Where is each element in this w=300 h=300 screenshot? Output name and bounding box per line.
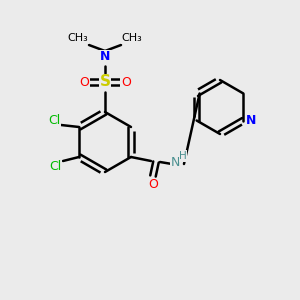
Text: N: N <box>100 50 110 64</box>
Text: N: N <box>170 155 180 169</box>
Text: O: O <box>121 76 131 88</box>
Text: H: H <box>179 151 187 161</box>
Text: CH₃: CH₃ <box>68 33 88 43</box>
Text: O: O <box>148 178 158 191</box>
Text: N: N <box>246 114 256 127</box>
Text: S: S <box>100 74 110 89</box>
Text: O: O <box>79 76 89 88</box>
Text: Cl: Cl <box>49 160 61 173</box>
Text: CH₃: CH₃ <box>122 33 142 43</box>
Text: Cl: Cl <box>48 113 60 127</box>
